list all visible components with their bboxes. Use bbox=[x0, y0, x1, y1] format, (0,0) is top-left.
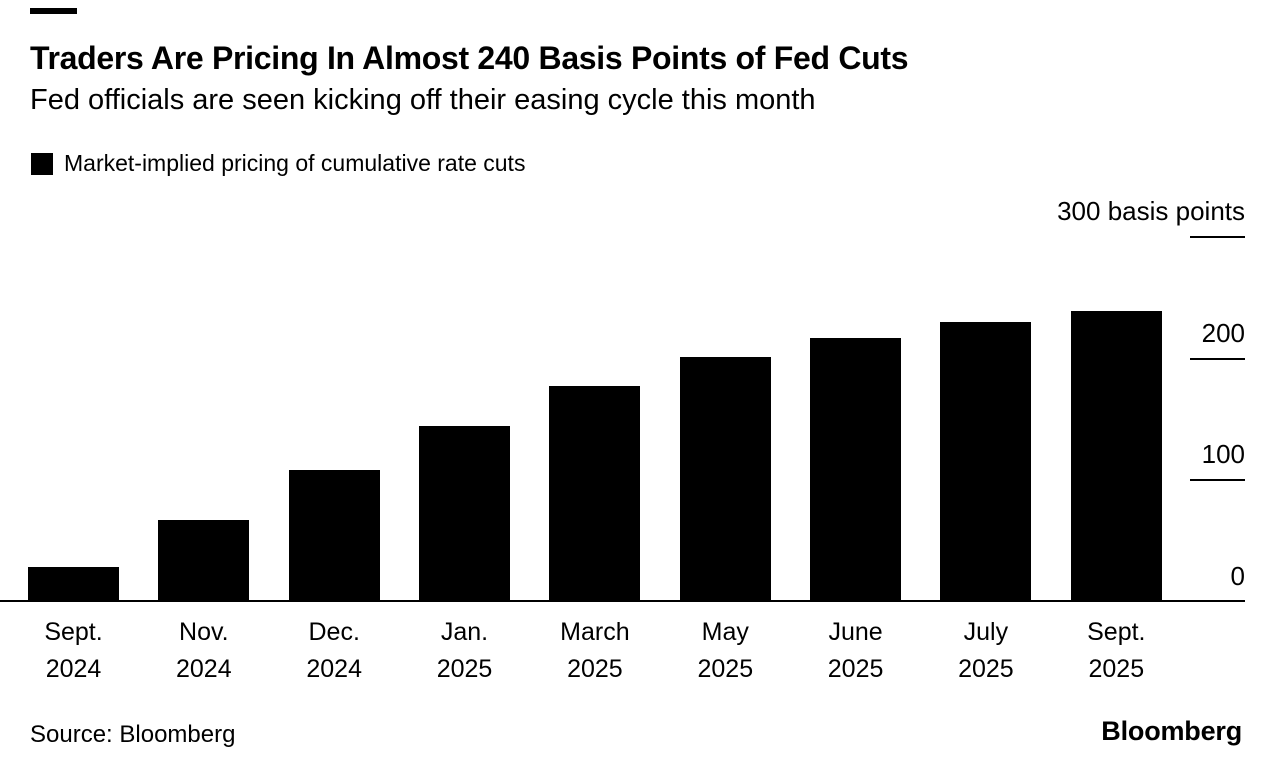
chart-bar bbox=[549, 385, 641, 601]
y-tick-label: 0 bbox=[1230, 561, 1245, 591]
x-axis-label: Nov. 2024 bbox=[175, 618, 232, 683]
y-tick-line bbox=[1190, 357, 1245, 360]
x-axis-label: Sept. 2024 bbox=[44, 618, 103, 683]
x-axis-label: June 2025 bbox=[827, 618, 884, 683]
chart-bar bbox=[28, 566, 119, 601]
x-axis-baseline bbox=[0, 600, 1245, 602]
x-axis-label: Jan. 2025 bbox=[436, 618, 493, 683]
chart-legend: Market-implied pricing of cumulative rat… bbox=[31, 150, 525, 177]
chart-bar bbox=[419, 425, 510, 601]
y-tick-label: 100 bbox=[1201, 439, 1245, 470]
y-tick-label: 300 basis points bbox=[1057, 196, 1245, 226]
chart-bar bbox=[810, 338, 902, 601]
bloomberg-logo: Bloomberg bbox=[1101, 716, 1242, 746]
x-axis-label: March 2025 bbox=[560, 618, 630, 683]
y-tick-line bbox=[1190, 236, 1245, 238]
chart-bar bbox=[1070, 311, 1162, 601]
source-note: Source: Bloomberg bbox=[30, 721, 236, 748]
x-axis-label: July 2025 bbox=[958, 618, 1014, 683]
y-tick-line bbox=[1190, 479, 1245, 482]
chart-bar bbox=[288, 469, 380, 601]
legend-label: Market-implied pricing of cumulative rat… bbox=[64, 150, 526, 176]
x-axis-label: Sept. 2025 bbox=[1087, 618, 1146, 683]
chart-bar bbox=[158, 519, 250, 601]
top-accent-rule bbox=[30, 8, 77, 14]
page-subtitle: Fed officials are seen kicking off their… bbox=[30, 84, 816, 116]
chart-bar bbox=[679, 356, 771, 601]
x-axis-label: May 2025 bbox=[697, 618, 754, 683]
x-axis-label: Dec. 2024 bbox=[306, 618, 362, 683]
y-tick-label: 200 bbox=[1201, 317, 1245, 348]
page-title: Traders Are Pricing In Almost 240 Basis … bbox=[30, 40, 909, 76]
legend-swatch-icon bbox=[31, 152, 53, 175]
chart-bar bbox=[940, 322, 1032, 601]
